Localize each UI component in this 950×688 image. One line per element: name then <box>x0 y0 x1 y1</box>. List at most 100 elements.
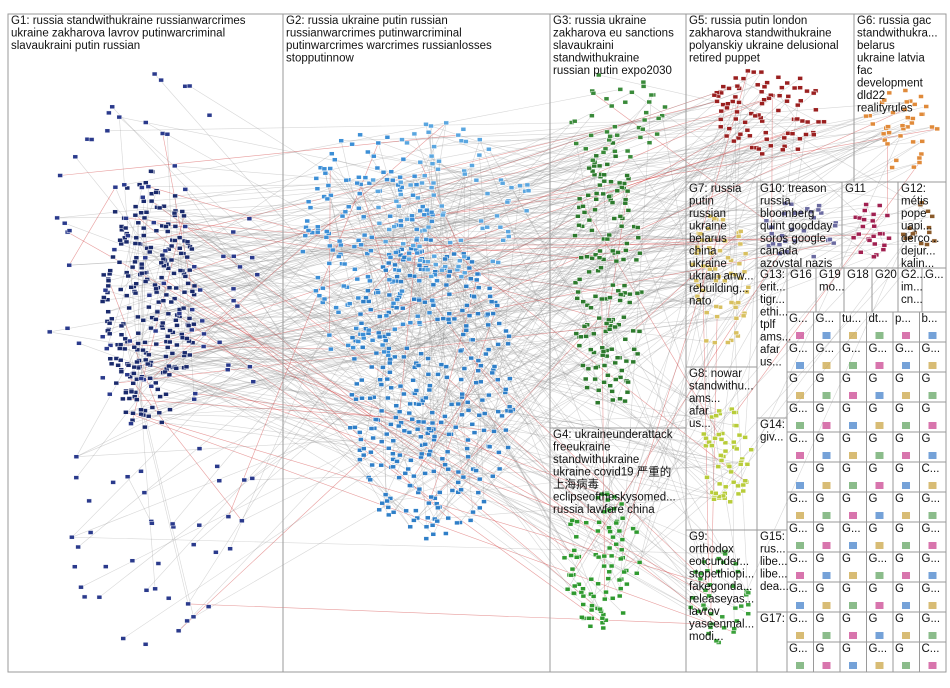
node <box>703 310 710 315</box>
node <box>593 197 599 202</box>
node <box>118 241 124 247</box>
node <box>523 208 530 214</box>
node <box>102 287 109 293</box>
edge <box>735 77 819 123</box>
node <box>159 420 165 425</box>
node <box>862 208 868 213</box>
node <box>714 314 720 319</box>
edge <box>183 231 741 368</box>
node <box>143 180 149 185</box>
node <box>630 359 637 365</box>
node <box>716 481 723 487</box>
node <box>931 238 938 244</box>
node <box>728 258 734 263</box>
node <box>618 223 625 229</box>
edge <box>428 131 604 195</box>
node <box>486 444 493 449</box>
node <box>603 321 610 326</box>
node <box>430 532 437 537</box>
node <box>473 468 479 473</box>
node <box>417 159 424 165</box>
node <box>595 581 601 587</box>
node <box>442 462 448 467</box>
node <box>411 173 418 179</box>
node <box>910 139 916 145</box>
edge <box>394 264 499 412</box>
edge <box>77 261 425 548</box>
edge <box>136 134 618 258</box>
node <box>428 185 435 190</box>
node <box>190 542 197 547</box>
node <box>491 429 497 434</box>
node <box>54 215 60 221</box>
node <box>421 212 428 218</box>
node <box>414 515 421 521</box>
node <box>189 246 195 252</box>
node <box>442 256 448 262</box>
node <box>110 254 116 260</box>
group-label: p... <box>895 313 911 325</box>
node <box>722 448 729 454</box>
node <box>178 251 185 256</box>
node <box>606 327 613 332</box>
edge <box>161 232 739 423</box>
node <box>706 582 713 588</box>
node <box>460 474 467 480</box>
edge <box>57 148 759 219</box>
edge <box>168 229 390 250</box>
node <box>118 332 125 337</box>
node <box>706 593 712 599</box>
edge <box>501 141 923 417</box>
node <box>397 452 403 458</box>
group-label: G2: russia ukraine putin russian <box>286 15 448 27</box>
node <box>815 207 822 213</box>
node <box>775 108 782 113</box>
node <box>423 237 430 242</box>
edge <box>636 342 716 574</box>
edge <box>639 122 746 563</box>
node <box>407 320 414 325</box>
node <box>717 117 724 122</box>
node <box>345 204 352 209</box>
node <box>158 275 165 280</box>
node <box>393 250 399 255</box>
edge <box>117 344 382 466</box>
nodes <box>46 68 940 669</box>
node <box>161 281 167 286</box>
node <box>641 117 648 123</box>
node <box>745 602 752 607</box>
edge <box>378 142 468 449</box>
node <box>349 392 355 398</box>
edge <box>381 410 727 552</box>
node <box>704 475 710 480</box>
node <box>613 541 619 547</box>
node <box>588 347 594 352</box>
node <box>220 254 227 259</box>
group-label: putinwarcrimes warcrimes russianlosses <box>286 40 492 52</box>
node <box>106 320 113 326</box>
edge <box>142 349 407 512</box>
node <box>174 342 180 348</box>
node <box>302 233 309 238</box>
node <box>168 257 175 263</box>
edge <box>159 140 462 209</box>
group-label: rus... <box>760 544 786 556</box>
node <box>580 363 586 368</box>
node <box>928 572 937 579</box>
node <box>609 200 616 205</box>
node <box>368 248 374 253</box>
node <box>366 180 373 186</box>
node <box>414 250 421 256</box>
node <box>397 179 404 185</box>
node <box>184 618 190 624</box>
edge <box>729 135 901 502</box>
node <box>123 293 130 298</box>
node <box>328 346 334 352</box>
group-label: ukraine <box>689 258 727 270</box>
group-label: retired puppet <box>689 53 761 65</box>
node <box>390 451 396 456</box>
edge <box>229 285 345 549</box>
node <box>715 556 722 561</box>
node <box>158 77 164 83</box>
node <box>321 166 328 172</box>
